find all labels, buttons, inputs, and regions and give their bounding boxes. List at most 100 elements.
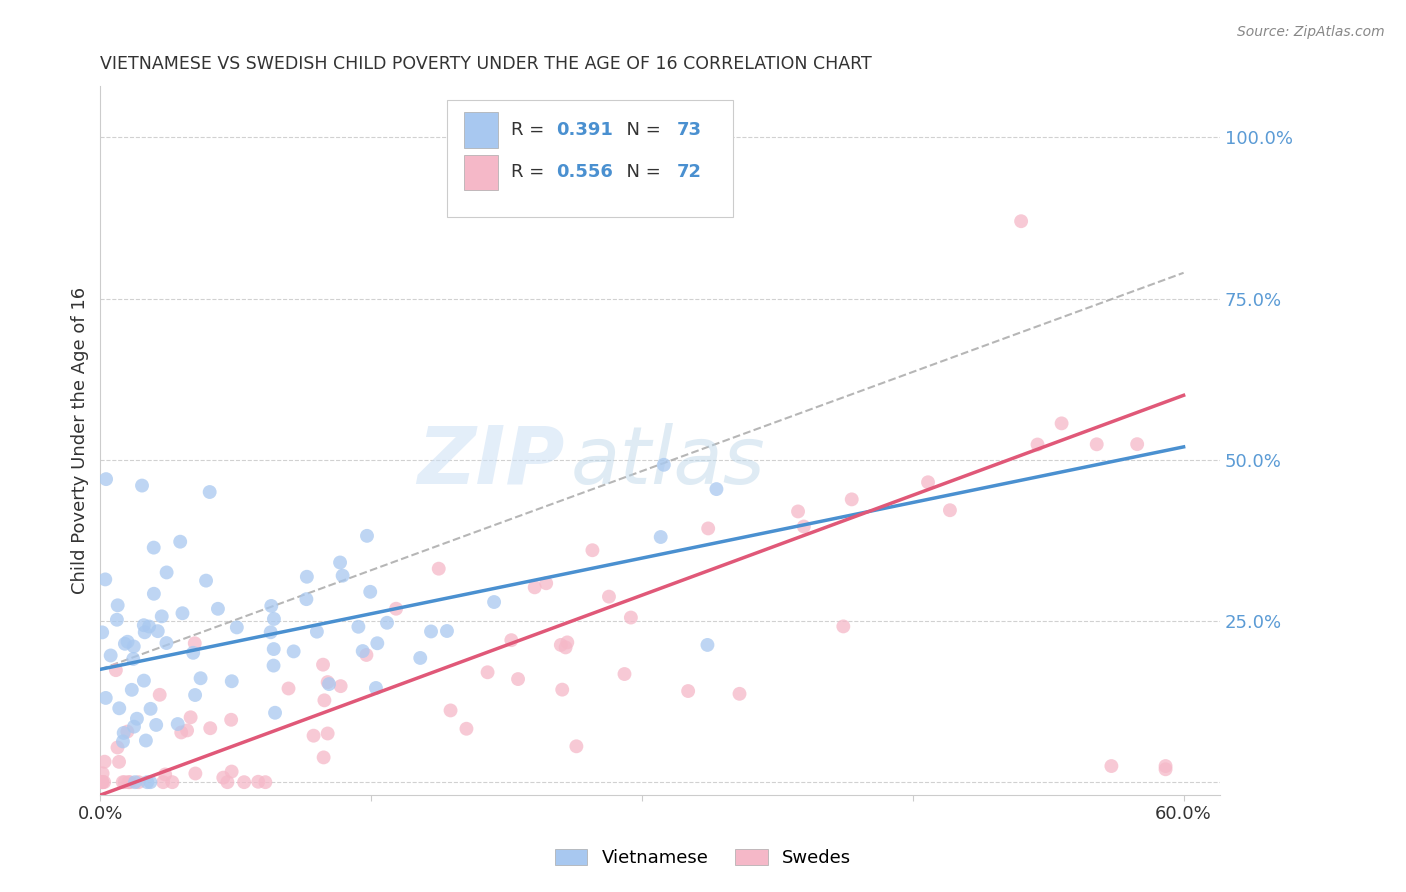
Vietnamese: [91, 625, 114, 640]
Vietnamese: [135, 733, 157, 747]
Vietnamese: [132, 673, 155, 688]
Vietnamese: [356, 529, 378, 543]
Swedes: [787, 504, 810, 518]
Vietnamese: [305, 624, 328, 639]
Swedes: [456, 722, 478, 736]
Text: N =: N =: [616, 120, 666, 139]
Swedes: [93, 755, 115, 769]
Swedes: [200, 721, 222, 735]
Swedes: [841, 492, 863, 507]
Vietnamese: [124, 775, 146, 789]
Swedes: [1010, 214, 1032, 228]
Swedes: [581, 543, 603, 558]
Swedes: [554, 640, 576, 655]
Vietnamese: [263, 642, 285, 657]
Swedes: [233, 775, 256, 789]
Vietnamese: [409, 651, 432, 665]
Vietnamese: [132, 618, 155, 632]
Swedes: [91, 775, 114, 789]
Vietnamese: [156, 566, 179, 580]
Text: 72: 72: [676, 163, 702, 181]
Swedes: [613, 667, 636, 681]
Swedes: [111, 775, 134, 789]
Swedes: [153, 767, 176, 781]
Vietnamese: [347, 620, 370, 634]
Vietnamese: [100, 648, 122, 663]
Vietnamese: [221, 674, 243, 689]
Text: ZIP: ZIP: [418, 423, 565, 500]
Swedes: [534, 576, 557, 591]
Vietnamese: [122, 652, 145, 666]
Vietnamese: [145, 718, 167, 732]
Swedes: [221, 764, 243, 779]
Swedes: [468, 130, 491, 145]
Swedes: [180, 710, 202, 724]
Swedes: [107, 740, 129, 755]
Swedes: [477, 665, 499, 680]
Vietnamese: [108, 701, 131, 715]
Swedes: [523, 580, 546, 594]
Swedes: [247, 774, 270, 789]
Vietnamese: [696, 638, 718, 652]
Swedes: [217, 775, 239, 789]
Vietnamese: [134, 625, 156, 640]
Swedes: [1126, 437, 1149, 451]
Text: VIETNAMESE VS SWEDISH CHILD POVERTY UNDER THE AGE OF 16 CORRELATION CHART: VIETNAMESE VS SWEDISH CHILD POVERTY UNDE…: [100, 55, 872, 73]
Y-axis label: Child Poverty Under the Age of 16: Child Poverty Under the Age of 16: [72, 287, 89, 594]
Vietnamese: [650, 530, 672, 544]
Swedes: [356, 648, 378, 662]
Vietnamese: [114, 637, 136, 651]
Swedes: [212, 771, 235, 785]
Swedes: [939, 503, 962, 517]
Text: 73: 73: [676, 120, 702, 139]
Vietnamese: [264, 706, 287, 720]
Vietnamese: [142, 587, 165, 601]
Vietnamese: [198, 485, 221, 500]
Vietnamese: [260, 625, 283, 640]
Vietnamese: [94, 472, 117, 486]
Swedes: [1154, 762, 1177, 776]
Text: Source: ZipAtlas.com: Source: ZipAtlas.com: [1237, 25, 1385, 39]
Text: 0.556: 0.556: [555, 163, 613, 181]
Swedes: [565, 739, 588, 754]
Vietnamese: [295, 592, 318, 607]
Swedes: [219, 713, 242, 727]
Swedes: [697, 521, 720, 535]
Vietnamese: [150, 609, 173, 624]
Vietnamese: [139, 702, 162, 716]
Vietnamese: [364, 681, 387, 695]
Vietnamese: [131, 478, 153, 492]
Vietnamese: [329, 556, 352, 570]
Vietnamese: [260, 599, 283, 613]
Vietnamese: [420, 624, 443, 639]
Vietnamese: [295, 570, 318, 584]
Swedes: [1085, 437, 1108, 451]
Swedes: [917, 475, 939, 490]
FancyBboxPatch shape: [447, 100, 733, 217]
Swedes: [598, 590, 620, 604]
Swedes: [385, 601, 408, 615]
Swedes: [312, 657, 335, 672]
Vietnamese: [207, 602, 229, 616]
Swedes: [728, 687, 751, 701]
Text: atlas: atlas: [571, 423, 765, 500]
Swedes: [1154, 759, 1177, 773]
Vietnamese: [112, 726, 135, 740]
Swedes: [117, 775, 139, 789]
Text: R =: R =: [512, 120, 550, 139]
Swedes: [93, 775, 115, 789]
Vietnamese: [94, 573, 117, 587]
Swedes: [1050, 417, 1073, 431]
Vietnamese: [121, 682, 143, 697]
Vietnamese: [122, 720, 145, 734]
Swedes: [793, 519, 815, 533]
Vietnamese: [436, 624, 458, 638]
Swedes: [114, 775, 136, 789]
Vietnamese: [482, 595, 505, 609]
Vietnamese: [283, 644, 305, 658]
Swedes: [316, 675, 339, 690]
Swedes: [149, 688, 172, 702]
Vietnamese: [94, 690, 117, 705]
Swedes: [676, 684, 699, 698]
Vietnamese: [146, 624, 169, 639]
